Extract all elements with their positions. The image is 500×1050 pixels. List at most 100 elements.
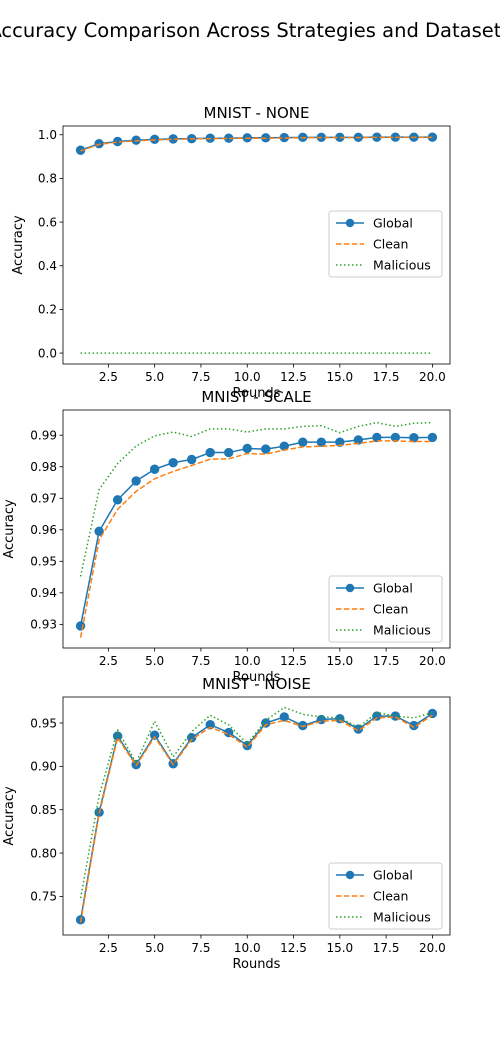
legend-marker-global xyxy=(345,218,355,228)
legend-label-global: Global xyxy=(373,581,413,596)
x-tick-label: 20.0 xyxy=(419,941,446,955)
y-tick-label: 1.0 xyxy=(38,128,57,142)
series-point-global xyxy=(335,437,345,447)
series-point-global xyxy=(242,740,252,751)
panel-title: MNIST - SCALE xyxy=(201,388,311,406)
x-tick-label: 20.0 xyxy=(419,654,446,668)
x-tick-label: 7.5 xyxy=(191,370,210,384)
series-line-clean xyxy=(79,714,433,923)
legend-label-global: Global xyxy=(373,216,413,231)
chart-panel-2: MNIST - SCALE 2.5 5.0 7.5 10.0 12.5 15.0 17.5 20… xyxy=(2,388,451,685)
series-point-global xyxy=(149,730,160,740)
series-point-global xyxy=(131,476,141,486)
series-point-global xyxy=(186,454,197,465)
x-tick-label: 12.5 xyxy=(280,941,307,955)
y-tick-label: 0.0 xyxy=(38,346,57,360)
panel-title: MNIST - NOISE xyxy=(202,675,311,693)
y-tick-label: 0.80 xyxy=(30,846,57,860)
legend: Global Clean Malicious xyxy=(328,575,443,643)
legend-label-global: Global xyxy=(373,868,413,883)
plot-frame xyxy=(62,409,451,649)
series-point-global xyxy=(242,443,252,454)
x-tick-label: 15.0 xyxy=(326,941,353,955)
series-point-global xyxy=(112,731,123,741)
legend-box xyxy=(328,210,443,278)
series-point-global xyxy=(205,720,215,730)
plot-frame xyxy=(62,125,451,365)
series-line-malicious xyxy=(79,421,433,577)
y-tick-label: 0.97 xyxy=(30,492,57,506)
legend-label-malicious: Malicious xyxy=(373,258,431,273)
y-tick-label: 0.93 xyxy=(30,618,57,632)
y-tick-label: 0.98 xyxy=(30,460,57,474)
series-line-clean xyxy=(79,440,433,638)
chart-panel-1: MNIST - NONE 2.5 5.0 7.5 10.0 12.5 15.0 17.5 20.… xyxy=(11,104,451,401)
x-tick-label: 15.0 xyxy=(326,370,353,384)
series-point-global xyxy=(168,457,178,468)
x-axis-label: Rounds xyxy=(233,386,281,401)
x-tick-label: 20.0 xyxy=(419,370,446,384)
series-point-global xyxy=(372,432,382,443)
y-axis-label: Accuracy xyxy=(2,499,17,559)
legend-box xyxy=(328,862,443,930)
x-tick-label: 2.5 xyxy=(99,370,118,384)
x-tick-label: 5.0 xyxy=(145,654,164,668)
legend-label-malicious: Malicious xyxy=(373,910,431,925)
series-line-clean xyxy=(80,136,433,152)
legend-label-clean: Clean xyxy=(373,889,408,904)
series-point-global xyxy=(316,437,327,447)
legend-marker-global xyxy=(345,583,355,593)
x-axis-label: Rounds xyxy=(233,957,281,972)
chart-panel-3: MNIST - NOISE 2.5 5.0 7.5 10.0 12.5 15.0 17.5 20… xyxy=(2,675,451,972)
plot-frame xyxy=(62,696,451,936)
x-tick-label: 17.5 xyxy=(373,654,400,668)
x-tick-label: 12.5 xyxy=(280,654,307,668)
legend-label-malicious: Malicious xyxy=(373,623,431,638)
series-point-global xyxy=(279,712,289,722)
y-tick-label: 0.2 xyxy=(38,303,57,317)
legend-marker-global xyxy=(345,870,355,880)
y-axis-label: Accuracy xyxy=(11,215,26,275)
legend-label-clean: Clean xyxy=(373,237,408,252)
x-tick-label: 5.0 xyxy=(145,370,164,384)
series-group xyxy=(75,132,438,354)
x-tick-label: 12.5 xyxy=(280,370,307,384)
series-group xyxy=(75,421,438,638)
series-point-global xyxy=(261,444,271,454)
y-tick-label: 0.95 xyxy=(30,555,57,569)
x-tick-label: 17.5 xyxy=(373,370,400,384)
x-tick-label: 7.5 xyxy=(191,654,210,668)
y-tick-label: 0.75 xyxy=(30,890,57,904)
series-point-global xyxy=(205,447,215,458)
x-tick-label: 7.5 xyxy=(191,941,210,955)
figure-suptitle: Accuracy Comparison Across Strategies an… xyxy=(0,19,500,42)
y-tick-label: 0.85 xyxy=(30,803,57,817)
x-tick-label: 17.5 xyxy=(373,941,400,955)
series-point-global xyxy=(224,447,234,458)
series-group xyxy=(75,706,438,925)
x-tick-label: 5.0 xyxy=(145,941,164,955)
series-point-global xyxy=(112,495,123,505)
y-tick-label: 0.96 xyxy=(30,523,57,537)
series-point-global xyxy=(94,526,104,537)
x-tick-label: 2.5 xyxy=(99,654,118,668)
legend: Global Clean Malicious xyxy=(328,862,443,930)
series-point-global xyxy=(298,437,308,447)
y-tick-label: 0.99 xyxy=(30,429,57,443)
series-point-global xyxy=(427,432,438,443)
x-tick-label: 2.5 xyxy=(99,941,118,955)
series-point-global xyxy=(149,464,160,474)
y-tick-label: 0.90 xyxy=(30,760,57,774)
y-tick-label: 0.95 xyxy=(30,716,57,730)
y-tick-label: 0.94 xyxy=(30,586,57,600)
series-point-global xyxy=(427,708,438,719)
y-axis-label: Accuracy xyxy=(2,786,17,846)
x-tick-label: 10.0 xyxy=(234,654,261,668)
y-tick-label: 0.6 xyxy=(38,215,57,229)
series-line-malicious xyxy=(79,706,433,899)
y-tick-label: 0.8 xyxy=(38,172,57,186)
x-tick-label: 10.0 xyxy=(234,370,261,384)
y-tick-label: 0.4 xyxy=(38,259,57,273)
legend-label-clean: Clean xyxy=(373,602,408,617)
